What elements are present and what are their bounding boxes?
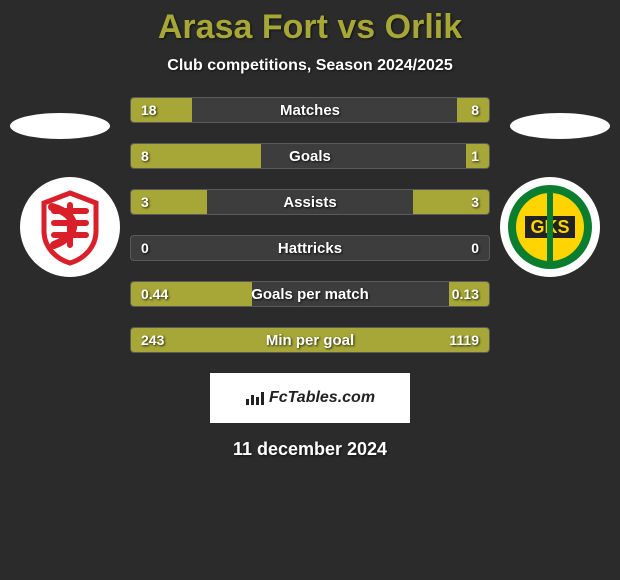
stat-row: Assists3 3 [130,189,490,215]
stat-value-left: 0 [141,236,149,260]
stat-label: Goals [131,144,489,168]
stat-value-right: 1119 [449,328,479,352]
stat-value-left: 243 [141,328,164,352]
stat-value-left: 3 [141,190,149,214]
decorative-ellipse-left [10,113,110,139]
stat-label: Min per goal [131,328,489,352]
team-logo-right: GKS [500,177,600,277]
brand-label: FcTables.com [245,389,375,407]
stat-label: Matches [131,98,489,122]
page-title: Arasa Fort vs Orlik [0,0,620,47]
stat-label: Assists [131,190,489,214]
stat-value-left: 18 [141,98,157,122]
stat-bars: Matches188Goals81Assists33Hattricks00Goa… [130,97,490,353]
stat-value-right: 3 [471,190,479,214]
page-subtitle: Club competitions, Season 2024/2025 [0,57,620,75]
stat-value-right: 1 [471,144,479,168]
stat-row: Matches18 8 [130,97,490,123]
stat-row: Goals per match0.44 0.13 [130,281,490,307]
stat-value-left: 0.44 [141,282,168,306]
stat-value-right: 8 [471,98,479,122]
stat-value-left: 8 [141,144,149,168]
stat-label: Hattricks [131,236,489,260]
stat-row: Hattricks0 0 [130,235,490,261]
brand-text: FcTables.com [269,389,375,407]
stat-value-right: 0 [471,236,479,260]
decorative-ellipse-right [510,113,610,139]
date-label: 11 december 2024 [0,439,620,460]
team-logo-right-svg: GKS [505,182,595,272]
stat-row: Min per goal243 1119 [130,327,490,353]
team-logo-left [20,177,120,277]
stat-value-right: 0.13 [452,282,479,306]
comparison-panel: GKS Matches188Goals81Assists33Hattricks0… [0,97,620,460]
stat-row: Goals8 1 [130,143,490,169]
brand-box: FcTables.com [210,373,410,423]
stat-label: Goals per match [131,282,489,306]
team-logo-left-svg [30,187,110,267]
brand-chart-icon [245,390,265,406]
